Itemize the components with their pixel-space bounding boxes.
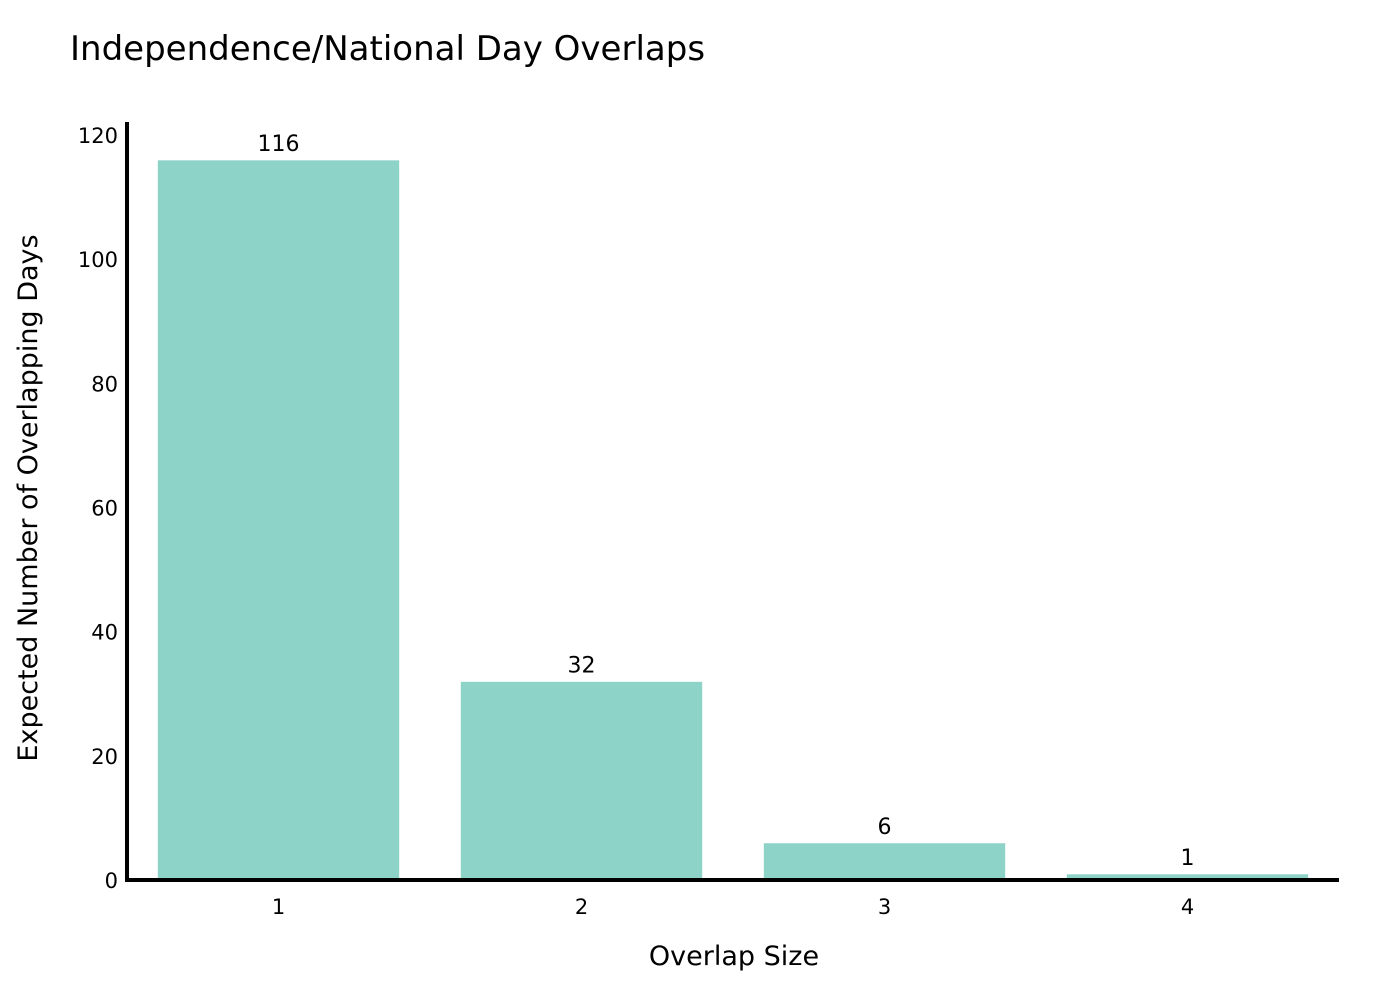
data-label-2: 32	[568, 653, 596, 678]
bar-1	[156, 159, 401, 881]
x-axis-ticks: 1 2 3 4	[272, 895, 1194, 919]
y-axis-ticks: 0 20 40 60 80 100 120	[78, 124, 118, 893]
y-tick-label-60: 60	[91, 497, 118, 521]
x-tick-label-3: 3	[878, 895, 891, 919]
data-label-3: 6	[878, 815, 892, 840]
y-tick-label-100: 100	[78, 248, 118, 272]
data-label-1: 116	[258, 132, 300, 157]
bar-3	[762, 842, 1007, 881]
y-tick-label-80: 80	[91, 372, 118, 396]
x-tick-label-2: 2	[575, 895, 588, 919]
data-labels-group: 116 32 6 1	[258, 132, 1195, 871]
bars-group	[156, 159, 1310, 881]
y-tick-label-0: 0	[105, 869, 118, 893]
data-label-4: 1	[1181, 846, 1195, 871]
y-axis-label: Expected Number of Overlapping Days	[13, 234, 44, 761]
bar-2	[459, 680, 704, 881]
y-tick-label-40: 40	[91, 621, 118, 645]
x-tick-label-1: 1	[272, 895, 285, 919]
y-tick-label-20: 20	[91, 745, 118, 769]
x-axis-label: Overlap Size	[649, 941, 819, 972]
x-tick-label-4: 4	[1181, 895, 1194, 919]
y-tick-label-120: 120	[78, 124, 118, 148]
chart-title: Independence/National Day Overlaps	[70, 29, 705, 69]
